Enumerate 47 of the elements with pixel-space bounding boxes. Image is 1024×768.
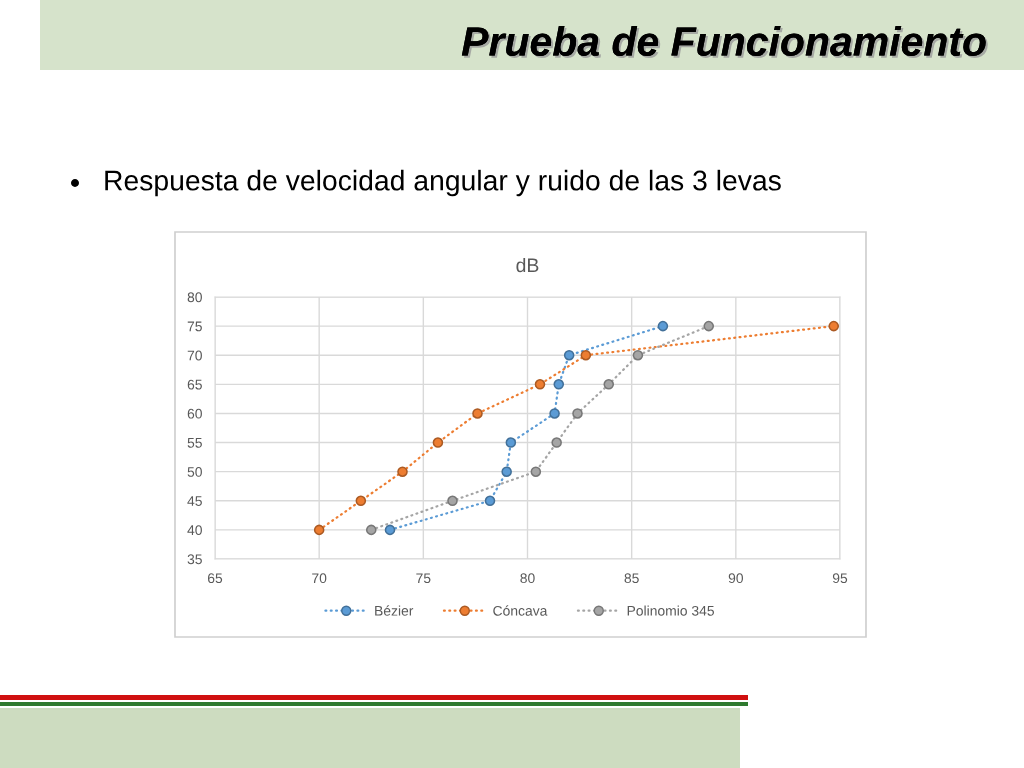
x-tick-label: 85 (624, 573, 639, 584)
point (505, 437, 517, 448)
point (580, 349, 592, 361)
x-tick-label: 80 (520, 573, 535, 584)
point (313, 524, 325, 536)
point (572, 408, 583, 419)
point (828, 320, 840, 332)
x-tick-label: 65 (207, 573, 223, 584)
x-tick-label: 90 (728, 573, 744, 584)
point (657, 320, 669, 332)
chart-title: dB (516, 257, 539, 273)
point (397, 466, 408, 477)
y-tick-label: 40 (187, 525, 202, 536)
point (703, 320, 715, 332)
point (553, 379, 565, 390)
point (501, 466, 512, 477)
y-tick-label: 55 (187, 438, 202, 448)
point (384, 524, 396, 536)
point (549, 408, 560, 419)
text: Respuesta de velocidad angular y ruido de las 3 levas (105, 169, 781, 197)
y-tick-label: 70 (187, 350, 202, 361)
y-tick-label: 35 (187, 554, 202, 565)
x-tick-label: 75 (416, 573, 431, 584)
point (563, 349, 575, 361)
x-tick-label: 70 (312, 573, 327, 584)
point (632, 349, 644, 361)
point (484, 495, 496, 507)
x-tick-label: 95 (832, 573, 848, 584)
legend-label: Polinomio 345 (627, 605, 714, 616)
y-tick-label: 75 (187, 321, 202, 332)
point (447, 495, 458, 507)
y-tick-label: 60 (187, 408, 202, 419)
point (603, 379, 615, 390)
y-tick-label: 80 (187, 292, 202, 303)
point (530, 466, 542, 477)
point (432, 437, 444, 448)
y-tick-label: 65 (187, 379, 202, 390)
point (365, 524, 377, 536)
legend-label: Bézier (375, 605, 414, 616)
point (472, 408, 483, 419)
text: Prueba de Funcionamiento (461, 25, 988, 59)
legend-label: Cóncava (493, 605, 548, 616)
y-tick-label: 45 (187, 496, 202, 506)
point (551, 437, 562, 448)
y-tick-label: 50 (187, 467, 202, 477)
point (355, 495, 367, 507)
point (534, 379, 546, 390)
